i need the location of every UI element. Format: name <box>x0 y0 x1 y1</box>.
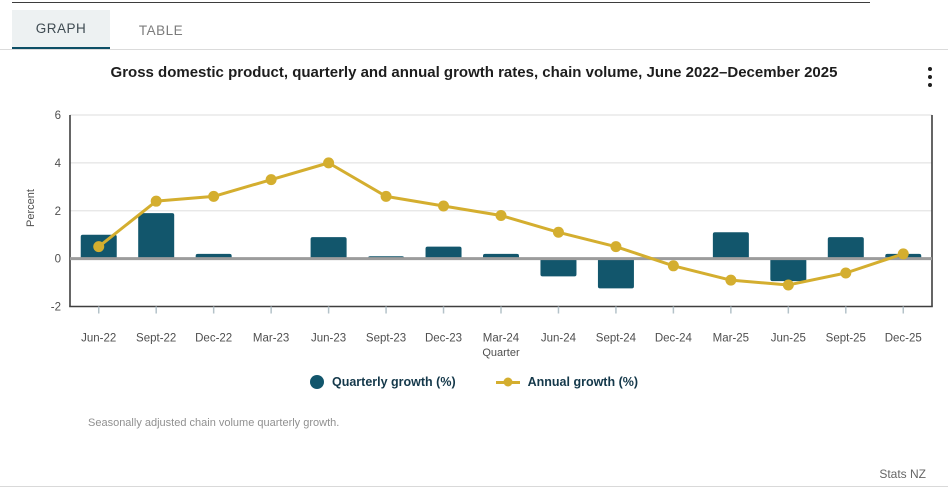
x-tick-label: Mar-25 <box>713 333 749 345</box>
point-Jun-22[interactable] <box>93 241 105 253</box>
annual-series-swatch-icon <box>495 380 520 384</box>
y-tick-label: 4 <box>55 158 62 170</box>
bar-Sept-22[interactable] <box>138 213 175 260</box>
x-tick-label: Sept-24 <box>596 333 637 345</box>
y-tick-label: -2 <box>51 302 61 314</box>
x-tick-label: Dec-24 <box>655 333 693 345</box>
bar-Sept-24[interactable] <box>597 258 634 289</box>
point-Jun-24[interactable] <box>552 226 564 238</box>
y-tick-label: 6 <box>55 110 61 122</box>
x-tick-label: Dec-23 <box>425 333 462 345</box>
point-Mar-24[interactable] <box>495 210 507 222</box>
point-Sept-25[interactable] <box>840 267 852 279</box>
point-Dec-22[interactable] <box>208 190 220 202</box>
tab-table[interactable]: TABLE <box>110 10 212 50</box>
y-tick-label: 0 <box>55 254 61 266</box>
x-tick-label: Dec-25 <box>885 333 922 345</box>
kebab-dot <box>928 75 932 79</box>
tabbar-divider <box>0 49 948 50</box>
bar-Sept-25[interactable] <box>827 237 864 260</box>
attribution: Stats NZ <box>879 467 926 481</box>
bar-Jun-23[interactable] <box>310 237 347 260</box>
tab-graph[interactable]: GRAPH <box>12 10 110 50</box>
x-tick-label: Sept-23 <box>366 333 406 345</box>
bar-Dec-23[interactable] <box>425 246 462 260</box>
point-Dec-23[interactable] <box>438 200 450 212</box>
kebab-dot <box>928 67 932 71</box>
gdp-chart-plot: 6 4 2 0 -2 Jun-22 Sept-22 Dec-22 Mar-23 Jun-23 Sep… <box>51 110 933 345</box>
x-axis-title: Quarter <box>482 347 520 359</box>
x-tick-label: Sept-25 <box>826 333 866 345</box>
point-Sept-22[interactable] <box>150 195 162 207</box>
point-Mar-25[interactable] <box>725 274 737 286</box>
point-Dec-25[interactable] <box>897 248 909 260</box>
x-tick-label: Dec-22 <box>195 333 232 345</box>
x-tick-label: Sept-22 <box>136 333 176 345</box>
bar-Jun-25[interactable] <box>770 258 807 282</box>
legend-annual-label: Annual growth (%) <box>527 375 639 389</box>
bar-Jun-24[interactable] <box>540 258 577 277</box>
legend-item-quarterly[interactable]: Quarterly growth (%) <box>309 375 456 389</box>
bar-Mar-25[interactable] <box>712 232 749 260</box>
point-Mar-23[interactable] <box>265 174 277 186</box>
kebab-dot <box>928 83 932 87</box>
legend-quarterly-label: Quarterly growth (%) <box>331 375 456 389</box>
legend-item-annual[interactable]: Annual growth (%) <box>495 375 639 389</box>
y-tick-label: 2 <box>55 206 61 218</box>
x-tick-label: Jun-25 <box>771 333 806 345</box>
footnote: Seasonally adjusted chain volume quarter… <box>88 417 340 429</box>
kebab-menu-icon[interactable] <box>923 67 937 87</box>
point-Jun-23[interactable] <box>323 157 335 169</box>
x-tick-label: Mar-23 <box>253 333 289 345</box>
point-Dec-24[interactable] <box>667 260 679 272</box>
point-Sept-23[interactable] <box>380 190 392 202</box>
tab-graph-label: GRAPH <box>35 21 87 36</box>
x-tick-label: Jun-23 <box>311 333 346 345</box>
x-tick-label: Jun-22 <box>81 333 116 345</box>
widget-bottom-border <box>0 486 948 487</box>
widget-top-border <box>12 2 870 3</box>
quarterly-series-swatch-icon <box>309 375 324 389</box>
tab-table-label: TABLE <box>138 22 184 38</box>
point-Jun-25[interactable] <box>782 279 794 291</box>
chart-title: Gross domestic product, quarterly and an… <box>110 64 838 81</box>
x-tick-label: Jun-24 <box>541 333 577 345</box>
chart-legend: Quarterly growth (%) Annual growth (%) <box>0 375 948 389</box>
x-tick-label: Mar-24 <box>483 333 520 345</box>
point-Sept-24[interactable] <box>610 241 622 253</box>
